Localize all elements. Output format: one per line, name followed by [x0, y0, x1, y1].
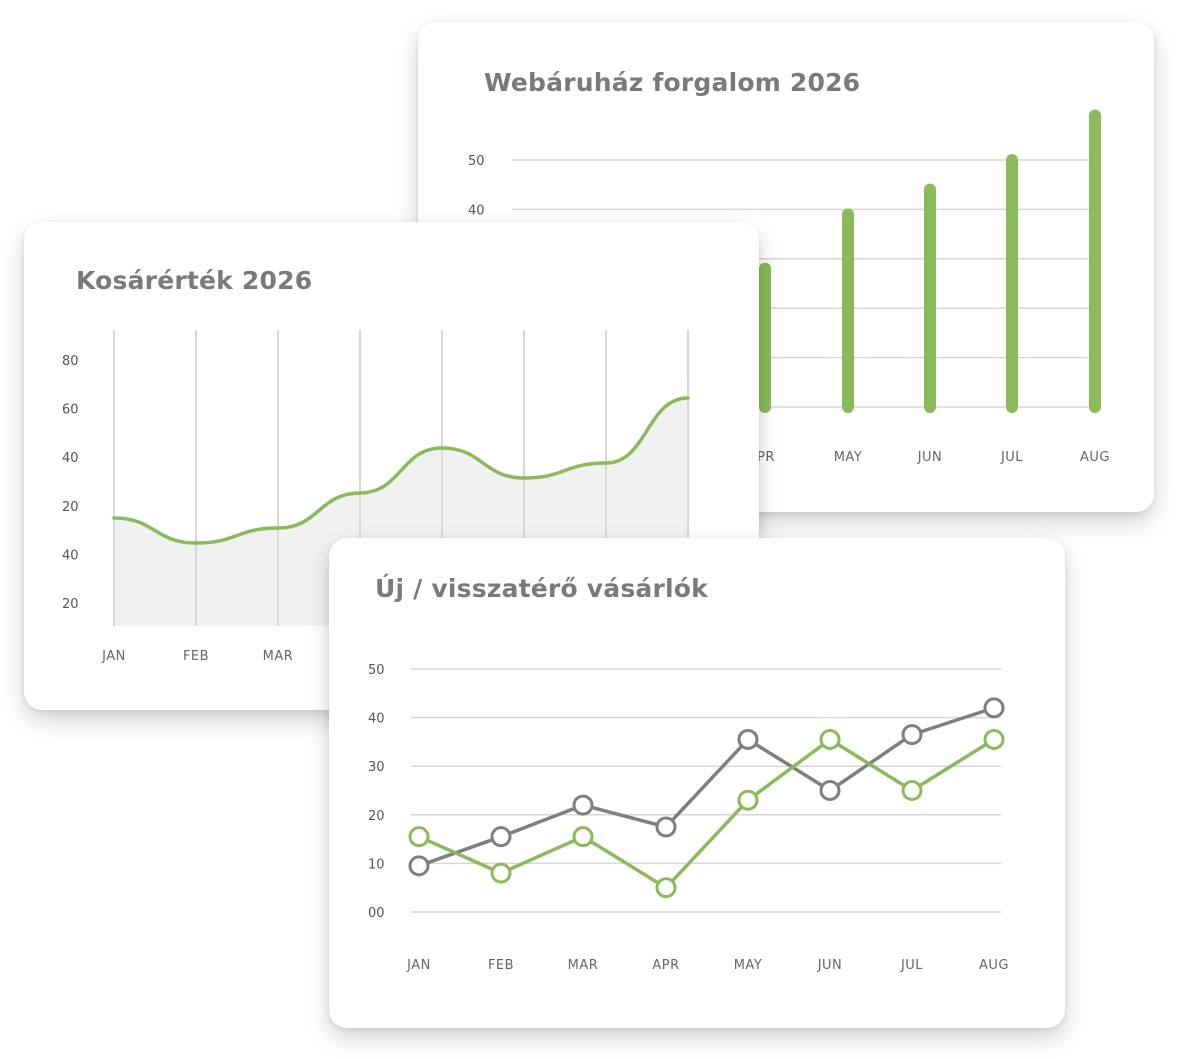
line-y-tick-label: 00 [368, 906, 385, 921]
line-x-tick-label: FEB [488, 958, 514, 973]
point-uj-mar [572, 826, 594, 848]
area-y-tick-label: 60 [62, 403, 79, 418]
line-chart: 00 10 20 30 40 50 JAN FEB MAR APR MAY JUN JUL AUG [368, 663, 1009, 973]
line-x-tick-label: JUN [817, 958, 843, 973]
line-x-tick-label: JAN [406, 958, 431, 973]
area-series-line [112, 396, 690, 545]
point-visszatero-apr [655, 816, 677, 838]
point-visszatero-may [737, 728, 759, 750]
line-chart-title: Új / visszatérő vásárlók [375, 574, 708, 603]
line-y-tick-label: 20 [368, 809, 385, 824]
point-visszatero-jan [408, 855, 430, 877]
line-x-tick-label: APR [652, 958, 679, 973]
line-y-tick-label: 50 [368, 663, 385, 678]
point-visszatero-feb [490, 826, 512, 848]
bar-x-tick-label: PR [757, 450, 775, 465]
line-x-tick-label: MAY [734, 958, 763, 973]
line-x-tick-label: AUG [979, 958, 1009, 973]
line-y-tick-label: 30 [368, 760, 385, 775]
line-y-tick-label: 10 [368, 857, 385, 872]
point-uj-jun [819, 728, 841, 750]
series-line-uj [418, 737, 995, 890]
point-uj-jan [408, 826, 430, 848]
bar-x-tick-label: AUG [1080, 450, 1110, 465]
point-visszatero-mar [572, 794, 594, 816]
area-y-tick-label: 20 [62, 597, 79, 612]
point-visszatero-jun [819, 780, 841, 801]
area-y-tick-label: 40 [62, 548, 79, 563]
line-x-tick-label: JUL [900, 958, 923, 973]
point-visszatero-aug [983, 697, 1005, 719]
bar-x-tick-label: JUL [1000, 450, 1023, 465]
series-line-visszatero [418, 706, 995, 868]
area-y-tick-label: 20 [62, 500, 79, 515]
area-y-tick-label: 80 [62, 354, 79, 369]
line-x-tick-label: MAR [568, 958, 599, 973]
point-uj-feb [490, 862, 512, 884]
bar-chart-title: Webáruház forgalom 2026 [484, 68, 861, 97]
point-uj-aug [983, 728, 1005, 750]
bar-y-tick-label: 50 [468, 154, 485, 169]
line-y-tick-label: 40 [368, 712, 385, 727]
area-chart-title: Kosárérték 2026 [76, 266, 313, 295]
area-x-tick-label: FEB [183, 649, 209, 664]
bar-y-tick-label: 40 [468, 203, 485, 218]
point-visszatero-jul [901, 724, 923, 746]
point-uj-jul [901, 780, 923, 801]
area-x-tick-label: MAR [263, 649, 294, 664]
line-chart-card: Új / visszatérő vásárlók 00 10 20 30 40 50 JAN… [329, 538, 1065, 1028]
bar-x-tick-label: MAY [834, 450, 863, 465]
bar-x-tick-label: JUN [917, 450, 943, 465]
area-x-tick-label: JAN [101, 649, 126, 664]
point-uj-apr [655, 877, 677, 899]
point-uj-may [737, 789, 759, 811]
area-y-tick-label: 40 [62, 451, 79, 466]
